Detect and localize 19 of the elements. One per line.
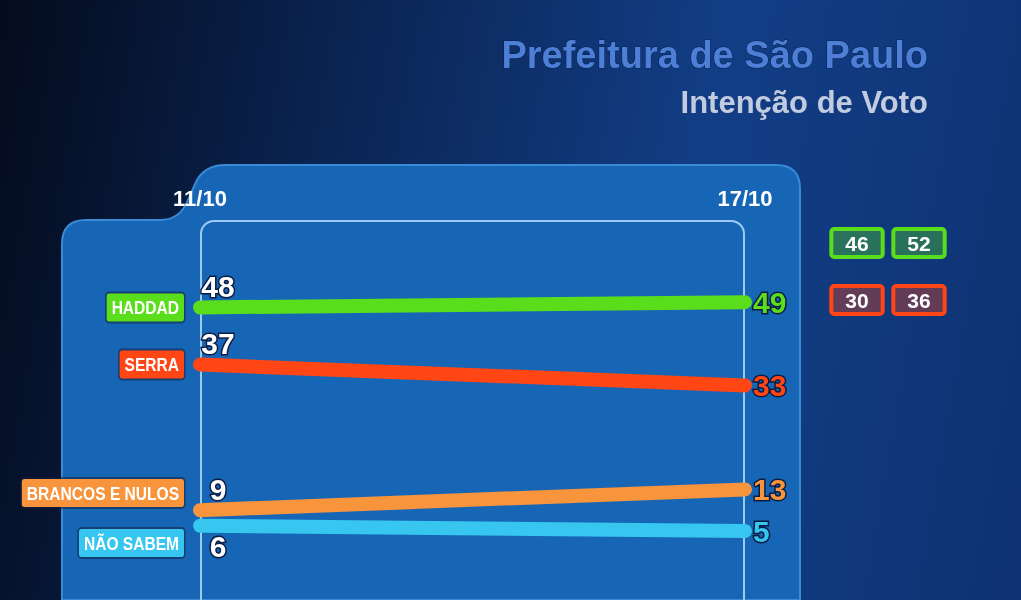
data-label: 33	[753, 368, 787, 402]
data-label: 6	[209, 530, 227, 564]
chart-title: Prefeitura de São Paulo	[501, 34, 928, 76]
series-label: HADDAD	[111, 296, 180, 319]
data-label: 49	[753, 285, 787, 319]
x-tick-label: 11/10	[173, 185, 227, 211]
series-label: BRANCOS E NULOS	[26, 482, 180, 504]
chart-subtitle: Intenção de Voto	[680, 85, 928, 120]
data-label: 9	[209, 472, 227, 506]
annotation: 30	[845, 288, 869, 312]
series-label: SERRA	[124, 353, 180, 376]
series-label: NÃO SABEM	[83, 532, 180, 554]
x-tick-label: 17/10	[717, 185, 773, 211]
data-label: 37	[201, 327, 235, 361]
data-label: 13	[753, 472, 787, 506]
annotation: 36	[907, 288, 931, 312]
text: 52	[907, 231, 931, 255]
text: 46	[845, 231, 869, 255]
data-label: 5	[753, 514, 770, 548]
